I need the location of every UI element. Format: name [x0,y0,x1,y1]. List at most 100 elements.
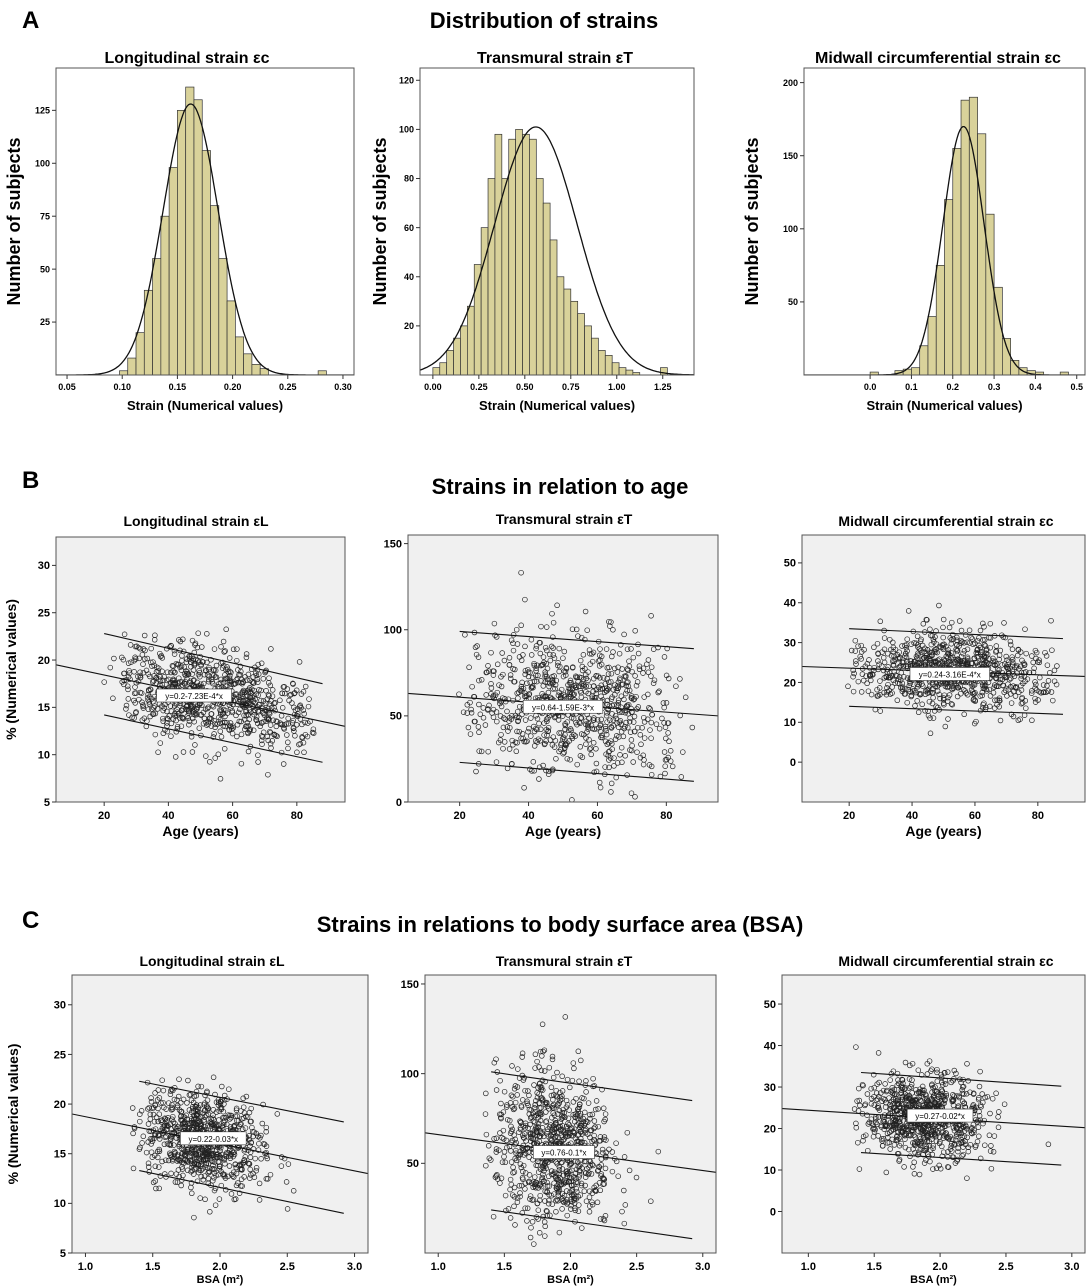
histogram-bar [1002,338,1011,375]
scatter-point [523,1122,529,1129]
scatter-point [855,643,861,649]
scatter-point [589,725,596,732]
scatter-point [981,624,987,630]
scatter-point [194,1161,200,1168]
scatter-point [498,683,505,690]
scatter-point [609,1168,616,1175]
scatter-point [1032,685,1038,691]
scatter-point [197,1110,203,1116]
scatter-point [269,687,276,693]
scatter-point [132,700,138,706]
scatter-point [653,721,660,727]
scatter-point [530,684,536,691]
scatter-point [589,651,595,657]
scatter-point [563,665,570,672]
scatter-point [490,1213,497,1220]
scatter-point [567,680,573,686]
scatter-point [188,1097,195,1103]
x-tick-label: 60 [226,810,238,822]
scatter-point [529,1180,535,1186]
scatter-point [585,1100,592,1106]
scatter-point [176,1076,182,1082]
scatter-point [210,1074,217,1081]
histogram-bar [902,368,912,375]
scatter-point [466,664,472,671]
scatter-point [894,697,901,704]
scatter-point [203,1160,210,1167]
scatter-point [954,647,960,654]
scatter-point [976,1083,983,1090]
scatter-point [587,1112,593,1118]
scatter-point [940,700,947,706]
scatter-point [926,661,933,667]
scatter-point [129,1105,136,1111]
scatter-point [1001,1101,1008,1107]
scatter-point [508,1128,515,1135]
x-tick-label: 1.00 [608,382,626,392]
scatter-point [532,1065,538,1071]
scatter-point [217,728,224,735]
scatter-point [940,624,946,631]
scatter-point [888,1071,895,1077]
scatter-point [877,618,884,625]
scatter-point [549,678,556,684]
scatter-point [264,733,271,740]
scatter-point [602,681,609,687]
scatter-point [498,1115,504,1122]
scatter-point [536,764,543,770]
scatter-point [151,1118,158,1125]
scatter-point [516,1183,523,1189]
scatter-point [521,1131,528,1137]
scatter-point [1033,655,1039,662]
scatter-point [626,718,633,725]
scatter-point [554,1069,560,1076]
scatter-point [254,676,261,683]
x-tick-label: 0.2 [947,382,960,392]
scatter-point [190,1162,196,1168]
scatter-point [577,720,583,727]
normal-curve [420,126,694,375]
scatter-point [607,623,613,629]
histogram-bar [259,368,269,375]
scatter-point [545,1173,552,1180]
scatter-point [268,745,274,751]
scatter-point [476,701,482,708]
scatter-point [568,1188,575,1194]
scatter-point [242,689,248,696]
scatter-point [147,1136,154,1142]
scatter-point [243,651,250,657]
scatter-point [279,721,285,728]
histogram-bar [625,369,634,375]
scatter-point [478,677,485,683]
scatter-point [994,666,1001,673]
scatter-point [531,743,538,749]
scatter-point [255,1133,261,1140]
scatter-point [150,1111,157,1118]
scatter-point [597,722,603,729]
scatter-point [512,1083,519,1089]
scatter-point [152,1163,159,1170]
scatter-point [925,712,932,719]
scatter-point [156,1164,162,1170]
scatter-point [522,667,529,674]
scatter-point [870,672,876,678]
scatter-point [1044,662,1051,668]
scatter-point [585,715,592,721]
scatter-point [508,716,515,722]
scatter-point [542,1101,549,1108]
scatter-point [533,665,539,672]
scatter-point [540,654,547,660]
scatter-point [196,669,203,676]
x-axis-label: Strain (Numerical values) [866,398,1022,413]
scatter-point [217,1163,223,1169]
scatter-point [618,704,624,710]
scatter-point [497,1077,503,1084]
scatter-point [555,1192,561,1198]
y-axis-label: Number of subjects [742,137,762,305]
scatter-point [922,688,929,694]
scatter-point [612,712,619,719]
scatter-point [610,717,617,723]
scatter-point [137,669,143,675]
scatter-point [233,1105,240,1112]
